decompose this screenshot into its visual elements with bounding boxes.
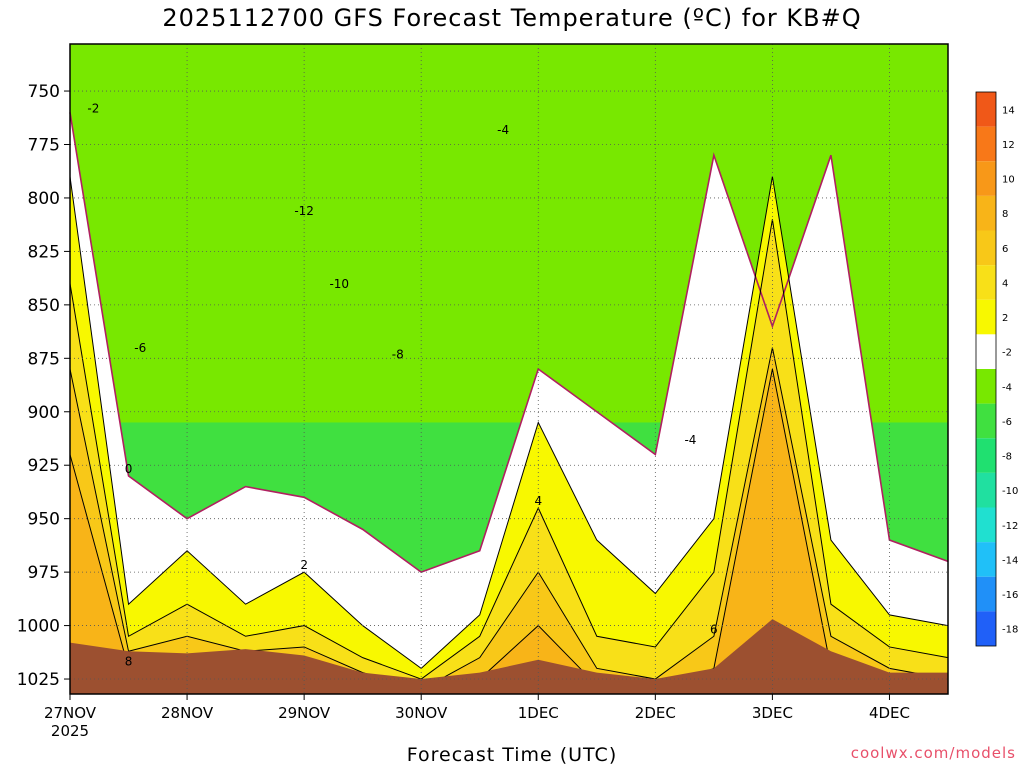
colorbar-label: -16: [1002, 590, 1018, 601]
x-tick-sublabel: 2025: [51, 722, 89, 740]
y-tick-label: 825: [28, 242, 60, 262]
ground-surface: [70, 619, 948, 694]
colorbar-label: -6: [1002, 417, 1012, 428]
contour-label: -12: [294, 204, 314, 218]
contour-label: -10: [329, 277, 349, 291]
colorbar-label: 2: [1002, 313, 1008, 324]
y-tick-label: 875: [28, 349, 60, 369]
y-tick-label: 775: [28, 135, 60, 155]
colorbar-swatch: [976, 299, 996, 335]
colorbar-label: -4: [1002, 382, 1012, 393]
x-tick-label: 27NOV: [44, 704, 97, 722]
colorbar-swatch: [976, 195, 996, 231]
colorbar-swatch: [976, 542, 996, 577]
colorbar-swatch: [976, 507, 996, 543]
y-tick-label: 950: [28, 510, 60, 530]
x-tick-label: 29NOV: [278, 704, 331, 722]
colorbar-swatch: [976, 265, 996, 300]
colorbar-swatch: [976, 611, 996, 646]
colorbar-swatch: [976, 438, 996, 473]
colorbar-swatch: [976, 92, 996, 127]
isotherm-line-6: [69, 347, 949, 691]
isotherm-fill-8: [70, 369, 948, 694]
x-tick-label: 1DEC: [518, 704, 559, 722]
contour-label: 8: [125, 654, 133, 668]
isotherm-line-0: [69, 112, 949, 574]
colorbar-label: -12: [1002, 521, 1018, 532]
colorbar-label: 10: [1002, 175, 1015, 186]
credit-text: coolwx.com/models: [850, 744, 1016, 762]
x-tick-label: 4DEC: [869, 704, 910, 722]
contour-label: -4: [684, 433, 696, 447]
x-axis-label: Forecast Time (UTC): [406, 744, 618, 766]
x-tick-label: 30NOV: [395, 704, 448, 722]
colorbar-swatch: [976, 161, 996, 196]
contour-label: -6: [134, 341, 146, 355]
colorbar-label: -18: [1002, 625, 1018, 636]
contour-label: -2: [87, 101, 99, 115]
contour-label: -8: [392, 347, 404, 361]
colorbar-label: 8: [1002, 209, 1008, 220]
colorbar-label: 4: [1002, 278, 1008, 289]
colorbar-frame: [975, 91, 997, 647]
isotherm-line-2: [69, 176, 949, 669]
colorbar-swatch: [976, 230, 996, 266]
contour-label: -4: [497, 123, 509, 137]
contour-label: 0: [125, 462, 133, 476]
colorbar-label: 6: [1002, 244, 1008, 255]
colorbar-swatch: [976, 403, 996, 439]
y-tick-label: 850: [28, 296, 60, 316]
colorbar-label: 14: [1002, 105, 1015, 116]
y-tick-label: 925: [28, 456, 60, 476]
colorbar-label: -14: [1002, 555, 1018, 566]
colorbar-swatch: [976, 472, 996, 508]
chart-title: 2025112700 GFS Forecast Temperature (ºC)…: [162, 4, 862, 32]
isotherm-line-4: [69, 219, 949, 680]
contour-label: 6: [710, 622, 718, 636]
y-tick-label: 750: [28, 82, 60, 102]
colorbar-label: -10: [1002, 486, 1018, 497]
y-tick-label: 1025: [17, 670, 60, 690]
y-tick-label: 1000: [17, 617, 60, 637]
colorbar-swatch: [976, 576, 996, 612]
colorbar-swatch: [976, 126, 996, 162]
x-tick-label: 3DEC: [752, 704, 793, 722]
y-tick-label: 975: [28, 563, 60, 583]
colorbar-swatch: [976, 334, 996, 369]
x-tick-label: 2DEC: [635, 704, 676, 722]
colorbar-swatch: [976, 369, 996, 404]
plot-frame: [69, 43, 949, 695]
colorbar-label: -8: [1002, 452, 1012, 463]
y-tick-label: 900: [28, 403, 60, 423]
contour-label: 4: [534, 494, 542, 508]
colorbar-label: 12: [1002, 140, 1015, 151]
contour-label: 2: [300, 558, 308, 572]
x-tick-label: 28NOV: [161, 704, 214, 722]
colorbar-label: -2: [1002, 348, 1012, 359]
y-tick-label: 800: [28, 189, 60, 209]
